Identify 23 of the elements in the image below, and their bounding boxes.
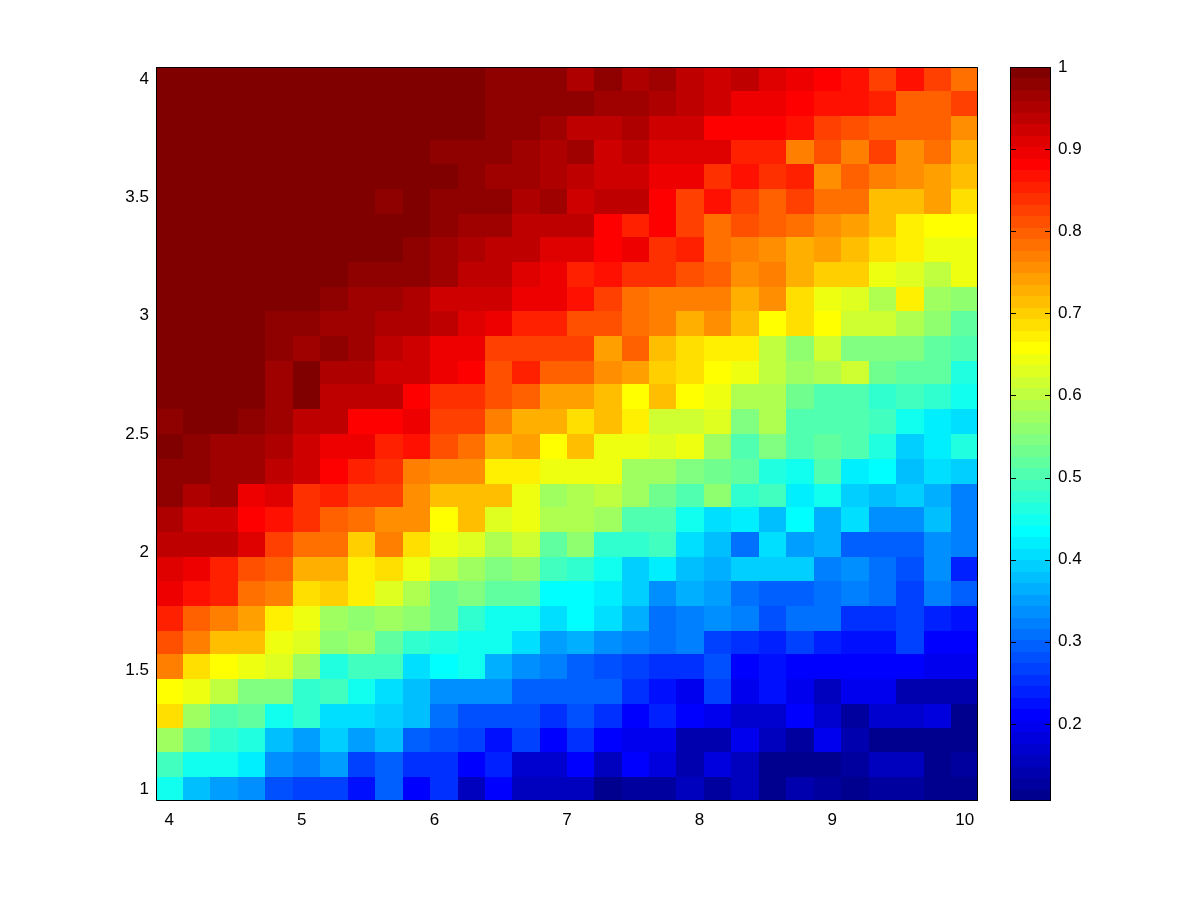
color-bar-label: 0.3	[1058, 631, 1082, 651]
color-bar-label: 0.7	[1058, 303, 1082, 322]
x-tick-label: 5	[297, 809, 307, 829]
y-tick-label: 2	[139, 542, 149, 562]
color-bar-label: 0.5	[1058, 467, 1082, 487]
x-tick-label: 6	[429, 809, 440, 829]
color-bar-label: 0.4	[1058, 549, 1082, 569]
x-tick-label: 9	[827, 809, 837, 829]
y-tick-label: 1.5	[125, 660, 149, 680]
x-tick-label: 4	[164, 809, 174, 829]
x-tick-label: 7	[562, 809, 572, 829]
y-tick-label: 3.5	[125, 186, 149, 206]
y-tick-label: 3	[139, 305, 149, 325]
y-tick-label: 2.5	[125, 423, 149, 443]
x-tick-label: 10	[955, 809, 975, 829]
x-tick-label: 8	[694, 809, 705, 829]
y-tick-label: 4	[139, 68, 149, 88]
color-bar-label: 0.2	[1058, 713, 1082, 733]
color-bar-label: 0.9	[1058, 138, 1082, 158]
color-bar-label: 1	[1058, 56, 1068, 76]
color-bar-label: 0.6	[1058, 385, 1082, 405]
y-tick-label: 1	[139, 778, 149, 798]
color-bar-label: 0.8	[1058, 220, 1082, 240]
